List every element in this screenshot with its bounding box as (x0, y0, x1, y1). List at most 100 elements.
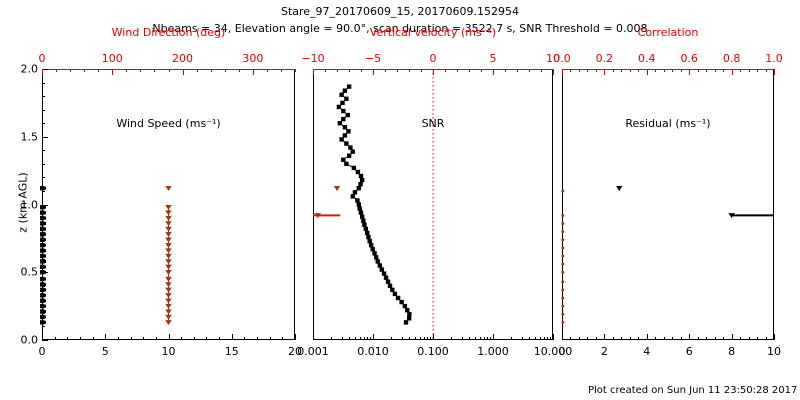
top-axis-minor-tick (748, 69, 750, 72)
x-axis-major-tick (168, 334, 170, 340)
x-axis-tick-label: 0.100 (417, 345, 449, 358)
x-axis-major-tick (42, 334, 43, 340)
residual-point (616, 186, 623, 192)
x-axis-minor-tick (621, 337, 623, 340)
top-axis-minor-tick (70, 69, 72, 72)
y-axis-minor-tick (42, 218, 45, 220)
top-axis-minor-tick (570, 69, 572, 72)
snr-point (366, 234, 371, 240)
y-axis-minor-tick (42, 312, 45, 314)
wind-direction-point (165, 253, 172, 259)
top-axis-major-tick (646, 69, 648, 75)
y-axis-tick-label: 1.0 (20, 198, 39, 211)
top-axis-minor-tick (541, 69, 542, 72)
x-axis-minor-tick (79, 337, 81, 340)
top-axis-minor-tick (765, 69, 767, 72)
correlation-point (561, 213, 565, 217)
top-axis-tick-label: 0.8 (722, 52, 741, 65)
top-axis-minor-tick (612, 69, 614, 72)
y-axis-minor-tick (42, 96, 45, 98)
wind-speed-point (42, 265, 46, 269)
snr-point (341, 157, 346, 162)
x-axis-minor-tick (706, 337, 708, 340)
snr-point (346, 153, 352, 158)
top-axis-minor-tick (361, 69, 362, 72)
top-axis-major-tick (731, 69, 733, 75)
x-axis-minor-tick (534, 337, 536, 340)
snr-point (387, 283, 393, 288)
x-axis-minor-tick (219, 337, 221, 340)
x-axis-minor-tick (595, 337, 597, 340)
wind-direction-point (165, 314, 172, 320)
top-axis-tick-label: −5 (364, 52, 382, 65)
top-axis-minor-tick (224, 69, 226, 72)
wind-speed-point (42, 254, 46, 258)
x-axis-minor-tick (419, 337, 421, 340)
correlation-point (561, 280, 565, 284)
x-axis-minor-tick (269, 337, 271, 340)
wind-direction-point (165, 205, 172, 211)
top-axis-major-tick (774, 69, 775, 75)
data-layer-right (561, 186, 774, 324)
top-axis-tick-label: 1.0 (765, 52, 783, 65)
wind-direction-point (165, 237, 172, 243)
x-axis-minor-tick (723, 337, 725, 340)
wind-direction-point (165, 210, 172, 216)
top-axis-minor-tick (629, 69, 631, 72)
snr-point (342, 125, 348, 130)
wind-direction-point (165, 186, 172, 192)
bottom-axis-label-snr: SNR (421, 117, 445, 130)
correlation-point (561, 221, 565, 225)
snr-profile-line (338, 86, 410, 323)
y-axis-minor-tick (42, 245, 45, 247)
snr-point (381, 271, 387, 276)
x-axis-minor-tick (469, 337, 471, 340)
snr-point (341, 116, 346, 122)
top-axis-line-right (562, 69, 774, 70)
top-axis-major-tick (373, 69, 374, 75)
y-axis-minor-tick (42, 285, 45, 287)
snr-point (362, 222, 367, 228)
wind-speed-point (42, 238, 46, 242)
top-axis-minor-tick (196, 69, 198, 72)
x-axis-minor-tick (587, 337, 589, 340)
snr-point (363, 226, 369, 232)
x-axis-minor-tick (529, 337, 531, 340)
wind-direction-point (165, 270, 172, 276)
x-axis-minor-tick (359, 337, 361, 340)
snr-point (390, 287, 395, 293)
x-axis-major-tick (553, 334, 554, 340)
x-axis-tick-label: 6 (685, 345, 693, 358)
snr-point (336, 104, 342, 110)
snr-point (350, 194, 355, 199)
x-axis-minor-tick (117, 337, 119, 340)
wind-direction-point (165, 226, 172, 232)
y-axis-major-tick (42, 69, 48, 70)
top-axis-minor-tick (238, 69, 240, 72)
snr-point (383, 275, 389, 280)
snr-point (351, 165, 357, 171)
top-axis-minor-tick (638, 69, 640, 72)
y-axis-tick-label: 2.0 (20, 62, 39, 76)
top-axis-minor-tick (587, 69, 589, 72)
wind-speed-point (42, 310, 46, 314)
x-axis-minor-tick (578, 337, 580, 340)
wind-direction-point (165, 309, 172, 315)
wind-speed-point (42, 282, 46, 286)
top-axis-tick-label: 0.6 (680, 52, 698, 65)
snr-point (341, 108, 346, 114)
x-axis-minor-tick (130, 337, 132, 340)
snr-point (352, 190, 358, 195)
top-axis-minor-tick (325, 69, 326, 72)
x-axis-minor-tick (487, 337, 489, 340)
wind-speed-point (42, 227, 46, 231)
top-axis-minor-tick (578, 69, 580, 72)
top-axis-minor-tick (663, 69, 665, 72)
top-axis-minor-tick (505, 69, 506, 72)
snr-point (407, 312, 412, 317)
top-axis-minor-tick (529, 69, 530, 72)
x-axis-minor-tick (401, 337, 403, 340)
data-layer-left (40, 186, 172, 326)
x-axis-minor-tick (547, 337, 549, 340)
x-axis-tick-label: 8 (728, 345, 736, 358)
